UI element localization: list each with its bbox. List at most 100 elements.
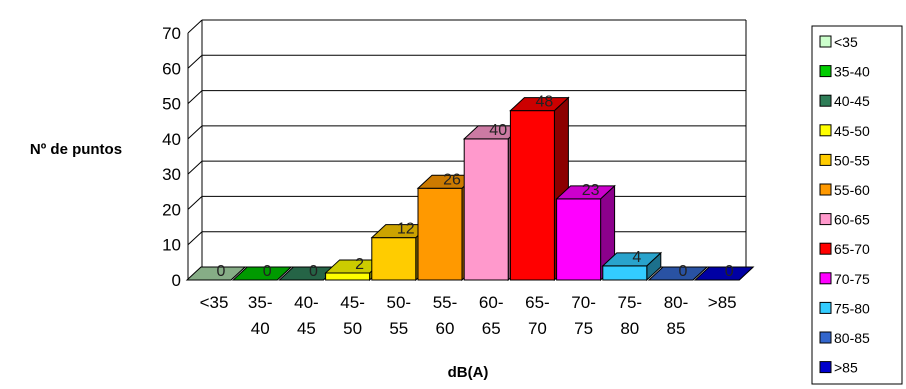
data-label: 0 bbox=[309, 263, 318, 280]
bar-front bbox=[325, 272, 371, 281]
x-tick-label: 85 bbox=[667, 319, 686, 338]
data-label: 4 bbox=[632, 249, 641, 266]
x-tick-label: 45 bbox=[297, 319, 316, 338]
legend-swatch bbox=[819, 65, 832, 78]
y-tick-label: 60 bbox=[162, 59, 181, 78]
bar-front bbox=[417, 187, 463, 281]
x-tick-label: 45- bbox=[340, 293, 365, 312]
legend-label: >85 bbox=[834, 360, 858, 376]
bar-front bbox=[463, 138, 509, 281]
x-tick-label: 65 bbox=[482, 319, 501, 338]
x-tick-label: 50- bbox=[387, 293, 412, 312]
legend-box bbox=[811, 25, 903, 385]
y-tick-label: 30 bbox=[162, 165, 181, 184]
gridline-side bbox=[187, 160, 203, 175]
legend-item: 55-60 bbox=[819, 182, 870, 198]
x-tick-label: 55- bbox=[433, 293, 458, 312]
legend-label: 80-85 bbox=[834, 330, 870, 346]
legend: <35 35-40 40-45 45-50 50-55 55-60 60-65 65-70 70… bbox=[811, 25, 903, 385]
bar-top bbox=[555, 185, 616, 200]
data-label: 2 bbox=[355, 256, 364, 273]
bar-top bbox=[509, 97, 570, 112]
x-tick-label: 40- bbox=[294, 293, 319, 312]
legend-item: 80-85 bbox=[819, 330, 870, 346]
data-label: 40 bbox=[489, 122, 507, 139]
gridline-side bbox=[187, 54, 203, 69]
bar-front bbox=[602, 265, 648, 281]
x-tick-label: 35- bbox=[248, 293, 273, 312]
legend-label: 50-55 bbox=[834, 152, 870, 168]
legend-label: 35-40 bbox=[834, 64, 870, 80]
legend-swatch bbox=[819, 124, 832, 137]
legend-swatch bbox=[819, 183, 832, 196]
legend-swatch bbox=[819, 301, 832, 314]
y-tick-label: 10 bbox=[162, 236, 181, 255]
y-tick-label: 0 bbox=[172, 271, 181, 290]
y-tick-label: 70 bbox=[162, 24, 181, 43]
x-tick-label: 75- bbox=[618, 293, 643, 312]
x-tick-label: 40 bbox=[251, 319, 270, 338]
x-tick-label: 70- bbox=[571, 293, 596, 312]
legend-item: 75-80 bbox=[819, 300, 870, 316]
gridline-side bbox=[187, 231, 203, 246]
legend-swatch bbox=[819, 213, 832, 226]
x-axis: <35 35- 40 40- 45 45- 50 50- 55 55- 60 60- 65 65- 70 70… bbox=[200, 293, 737, 338]
bar bbox=[231, 266, 293, 281]
legend-item: 35-40 bbox=[819, 64, 870, 80]
bar-front bbox=[371, 237, 417, 281]
legend-label: 45-50 bbox=[834, 123, 870, 139]
legend-label: 60-65 bbox=[834, 212, 870, 228]
legend-item: <35 bbox=[819, 34, 858, 50]
bar bbox=[601, 251, 663, 282]
y-tick-label: 50 bbox=[162, 95, 181, 114]
x-tick-label: >85 bbox=[708, 293, 737, 312]
legend-label: 40-45 bbox=[834, 93, 870, 109]
x-tick-label: 60 bbox=[436, 319, 455, 338]
data-label: 48 bbox=[536, 94, 554, 111]
data-label: 0 bbox=[263, 263, 272, 280]
legend-label: <35 bbox=[834, 34, 858, 50]
x-tick-label: 75 bbox=[574, 319, 593, 338]
legend-item: 40-45 bbox=[819, 93, 870, 109]
bar bbox=[647, 266, 709, 281]
legend-item: 45-50 bbox=[819, 123, 870, 139]
bar-front bbox=[509, 110, 555, 281]
legend-swatch bbox=[819, 242, 832, 255]
x-tick-label: 80 bbox=[620, 319, 639, 338]
legend-swatch bbox=[819, 35, 832, 48]
bar bbox=[185, 266, 247, 281]
data-label: 23 bbox=[582, 182, 600, 199]
legend-swatch bbox=[819, 331, 832, 344]
legend-label: 75-80 bbox=[834, 300, 870, 316]
x-tick-label: 50 bbox=[343, 319, 362, 338]
y-axis-title: Nº de puntos bbox=[30, 141, 122, 158]
x-tick-label: 60- bbox=[479, 293, 504, 312]
legend-item: 65-70 bbox=[819, 241, 870, 257]
gridline-side bbox=[187, 196, 203, 210]
bar bbox=[509, 96, 570, 282]
gridline-side bbox=[187, 125, 203, 140]
bar-top bbox=[231, 266, 293, 281]
data-label: 0 bbox=[725, 263, 734, 280]
legend-label: 55-60 bbox=[834, 182, 870, 198]
x-tick-label: <35 bbox=[200, 293, 229, 312]
legend-swatch bbox=[819, 361, 832, 374]
y-axis: 0 10 20 30 40 50 60 70 bbox=[162, 24, 181, 290]
legend-item: 70-75 bbox=[819, 271, 870, 287]
bar bbox=[693, 266, 755, 281]
bar-top bbox=[647, 266, 709, 281]
legend-item: >85 bbox=[819, 360, 858, 376]
bar-front bbox=[556, 198, 602, 281]
data-label: 12 bbox=[397, 221, 415, 238]
gridline-side bbox=[187, 90, 203, 104]
data-label: 26 bbox=[443, 171, 461, 188]
bar-top bbox=[601, 252, 663, 267]
bar-top bbox=[185, 266, 247, 281]
legend-swatch bbox=[819, 272, 832, 285]
data-label: 0 bbox=[217, 263, 226, 280]
legend-swatch bbox=[819, 94, 832, 107]
bar bbox=[555, 184, 616, 282]
x-tick-label: 80- bbox=[664, 293, 689, 312]
